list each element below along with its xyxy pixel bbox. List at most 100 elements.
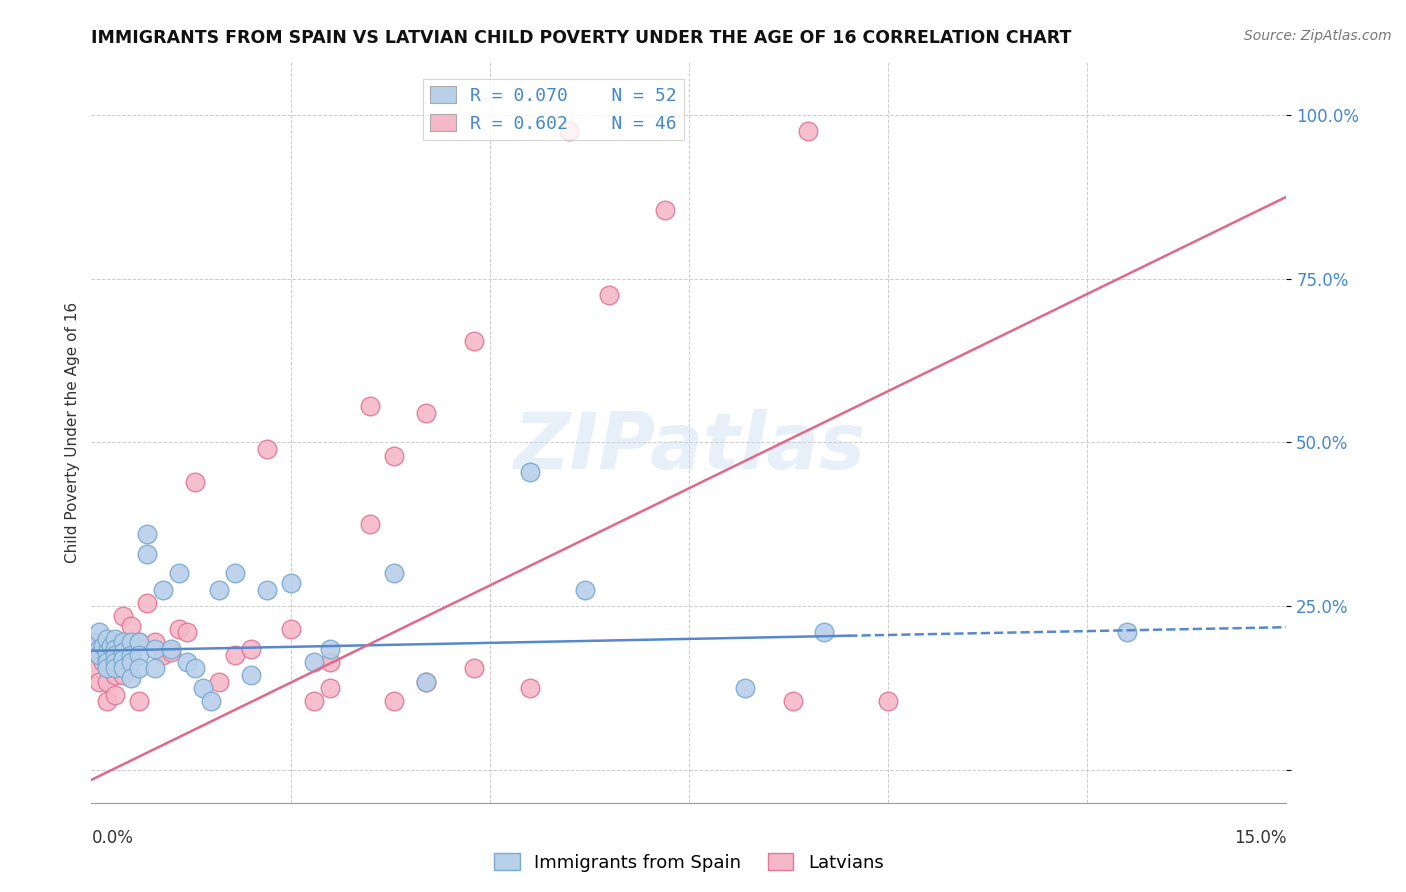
Point — [359, 517, 381, 532]
Point — [191, 681, 214, 695]
Point — [519, 681, 541, 695]
Point — [877, 694, 900, 708]
Point — [104, 641, 127, 656]
Point — [104, 632, 127, 646]
Point — [104, 668, 127, 682]
Point — [104, 688, 127, 702]
Point — [89, 648, 111, 663]
Point — [224, 648, 246, 663]
Legend: R = 0.070    N = 52, R = 0.602    N = 46: R = 0.070 N = 52, R = 0.602 N = 46 — [423, 78, 683, 140]
Point — [96, 651, 118, 665]
Point — [152, 582, 174, 597]
Point — [415, 406, 437, 420]
Point — [1116, 625, 1139, 640]
Point — [112, 668, 135, 682]
Point — [112, 635, 135, 649]
Text: IMMIGRANTS FROM SPAIN VS LATVIAN CHILD POVERTY UNDER THE AGE OF 16 CORRELATION C: IMMIGRANTS FROM SPAIN VS LATVIAN CHILD P… — [91, 29, 1071, 46]
Point — [120, 648, 142, 663]
Point — [382, 566, 405, 581]
Point — [128, 694, 150, 708]
Point — [96, 661, 118, 675]
Point — [104, 661, 127, 675]
Point — [136, 596, 159, 610]
Point — [89, 674, 111, 689]
Point — [415, 674, 437, 689]
Point — [136, 547, 159, 561]
Point — [84, 635, 107, 649]
Point — [176, 625, 198, 640]
Point — [104, 648, 127, 663]
Point — [256, 442, 278, 456]
Point — [120, 619, 142, 633]
Point — [239, 641, 262, 656]
Point — [782, 694, 804, 708]
Point — [84, 661, 107, 675]
Point — [797, 124, 820, 138]
Point — [463, 661, 485, 675]
Text: Source: ZipAtlas.com: Source: ZipAtlas.com — [1244, 29, 1392, 43]
Point — [136, 527, 159, 541]
Point — [104, 655, 127, 669]
Point — [100, 639, 122, 653]
Point — [96, 694, 118, 708]
Point — [143, 661, 166, 675]
Point — [143, 635, 166, 649]
Point — [598, 288, 620, 302]
Point — [319, 655, 342, 669]
Point — [208, 674, 231, 689]
Point — [319, 681, 342, 695]
Point — [120, 635, 142, 649]
Point — [382, 694, 405, 708]
Point — [143, 641, 166, 656]
Point — [574, 582, 596, 597]
Point — [89, 648, 111, 663]
Point — [359, 400, 381, 414]
Point — [463, 334, 485, 348]
Point — [184, 475, 207, 489]
Point — [415, 674, 437, 689]
Point — [239, 668, 262, 682]
Point — [112, 645, 135, 659]
Point — [96, 632, 118, 646]
Point — [120, 671, 142, 685]
Point — [558, 124, 581, 138]
Point — [120, 655, 142, 669]
Point — [280, 622, 302, 636]
Point — [200, 694, 222, 708]
Point — [112, 609, 135, 624]
Point — [96, 655, 118, 669]
Point — [319, 641, 342, 656]
Point — [304, 694, 326, 708]
Point — [256, 582, 278, 597]
Point — [184, 661, 207, 675]
Point — [519, 465, 541, 479]
Point — [734, 681, 756, 695]
Point — [128, 635, 150, 649]
Point — [382, 449, 405, 463]
Point — [152, 648, 174, 663]
Point — [128, 635, 150, 649]
Point — [89, 625, 111, 640]
Point — [167, 622, 190, 636]
Point — [224, 566, 246, 581]
Point — [96, 648, 118, 663]
Point — [280, 576, 302, 591]
Point — [208, 582, 231, 597]
Point — [160, 645, 183, 659]
Text: ZIPatlas: ZIPatlas — [513, 409, 865, 485]
Point — [813, 625, 835, 640]
Point — [112, 661, 135, 675]
Point — [304, 655, 326, 669]
Point — [93, 655, 115, 669]
Point — [89, 641, 111, 656]
Point — [654, 202, 676, 217]
Point — [176, 655, 198, 669]
Text: 15.0%: 15.0% — [1234, 829, 1286, 847]
Y-axis label: Child Poverty Under the Age of 16: Child Poverty Under the Age of 16 — [65, 302, 80, 563]
Text: 0.0%: 0.0% — [91, 829, 134, 847]
Point — [112, 651, 135, 665]
Point — [96, 645, 118, 659]
Point — [93, 639, 115, 653]
Point — [167, 566, 190, 581]
Point — [128, 661, 150, 675]
